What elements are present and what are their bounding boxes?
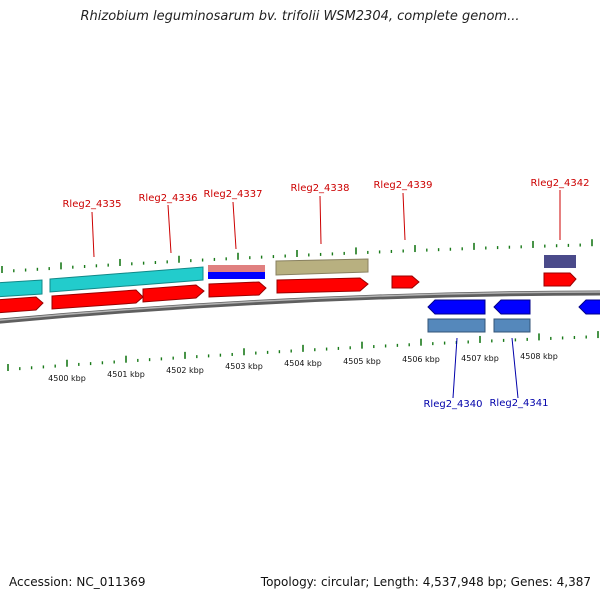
leader-line xyxy=(452,337,458,399)
gene-label[interactable]: Rleg2_4340 xyxy=(423,399,482,410)
scale-label: 4505 kbp xyxy=(343,357,381,366)
cds-arrow-forward[interactable] xyxy=(142,284,205,303)
feature-bar-khaki[interactable] xyxy=(275,258,369,276)
accession-label: Accession: xyxy=(9,575,73,589)
genes-label: Genes: xyxy=(510,575,553,589)
length-label: Length: xyxy=(373,575,419,589)
scale-label: 4506 kbp xyxy=(402,355,440,364)
scale-label: 4507 kbp xyxy=(461,354,499,363)
genome-backbone-highlight xyxy=(0,291,600,321)
feature-bar-salmon[interactable] xyxy=(208,265,265,272)
accession-info: Accession: NC_011369 xyxy=(9,575,146,589)
feature-bar-blue[interactable] xyxy=(208,272,265,279)
leader-line xyxy=(91,211,95,258)
genome-backbone xyxy=(0,290,600,324)
gene-label[interactable]: Rleg2_4342 xyxy=(530,178,589,189)
forward-cds-track xyxy=(0,272,577,314)
accession-value: NC_011369 xyxy=(76,575,146,589)
scale-labels: 4500 kbp 4501 kbp 4502 kbp 4503 kbp 4504… xyxy=(48,352,558,383)
cds-arrow-forward[interactable] xyxy=(208,281,267,298)
genes-value: 4,387 xyxy=(556,575,591,589)
cds-arrow-forward[interactable] xyxy=(276,277,369,294)
scale-label: 4502 kbp xyxy=(166,366,204,375)
outer-feature-track xyxy=(0,255,576,298)
leader-line xyxy=(319,195,322,245)
gene-label[interactable]: Rleg2_4341 xyxy=(489,398,548,409)
gene-label[interactable]: Rleg2_4337 xyxy=(203,189,262,200)
scale-label: 4504 kbp xyxy=(284,359,322,368)
cds-arrow-forward[interactable] xyxy=(0,296,44,314)
scale-label: 4508 kbp xyxy=(520,352,558,361)
feature-bar-cyan[interactable] xyxy=(49,266,204,293)
cds-arrow-forward[interactable] xyxy=(391,275,420,289)
topology-value: circular xyxy=(320,575,366,589)
scale-label: 4503 kbp xyxy=(225,362,263,371)
cds-arrow-reverse[interactable] xyxy=(493,299,531,315)
feature-bar-navy[interactable] xyxy=(544,255,576,268)
feature-bar-steel[interactable] xyxy=(427,318,486,333)
scale-label: 4500 kbp xyxy=(48,374,86,383)
leader-line xyxy=(511,337,519,399)
gene-labels: Rleg2_4335 Rleg2_4336 Rleg2_4337 Rleg2_4… xyxy=(62,178,589,410)
genome-summary: Topology: circular; Length: 4,537,948 bp; … xyxy=(260,575,591,589)
length-value: 4,537,948 bp xyxy=(422,575,503,589)
outer-tick-ring xyxy=(1,239,593,273)
topology-label: Topology: xyxy=(260,575,317,589)
scale-label: 4501 kbp xyxy=(107,370,145,379)
cds-arrow-forward[interactable] xyxy=(543,272,577,287)
map-title: Rhizobium leguminosarum bv. trifolii WSM… xyxy=(80,9,520,24)
gene-label[interactable]: Rleg2_4338 xyxy=(290,183,349,194)
feature-bar-cyan[interactable] xyxy=(0,279,43,298)
gene-label[interactable]: Rleg2_4339 xyxy=(373,180,432,191)
reverse-cds-track xyxy=(427,299,600,315)
label-leaders xyxy=(91,190,561,399)
leader-line xyxy=(232,201,237,250)
leader-line xyxy=(167,204,172,254)
leader-line xyxy=(402,192,406,241)
inner-tick-ring xyxy=(7,331,599,371)
inner-feature-track xyxy=(427,318,531,333)
cds-arrow-forward[interactable] xyxy=(51,289,144,310)
feature-bar-steel[interactable] xyxy=(493,318,531,333)
cds-arrow-reverse[interactable] xyxy=(427,299,486,315)
cds-arrow-reverse[interactable] xyxy=(578,299,600,315)
gene-label[interactable]: Rleg2_4336 xyxy=(138,193,197,204)
gene-label[interactable]: Rleg2_4335 xyxy=(62,199,121,210)
